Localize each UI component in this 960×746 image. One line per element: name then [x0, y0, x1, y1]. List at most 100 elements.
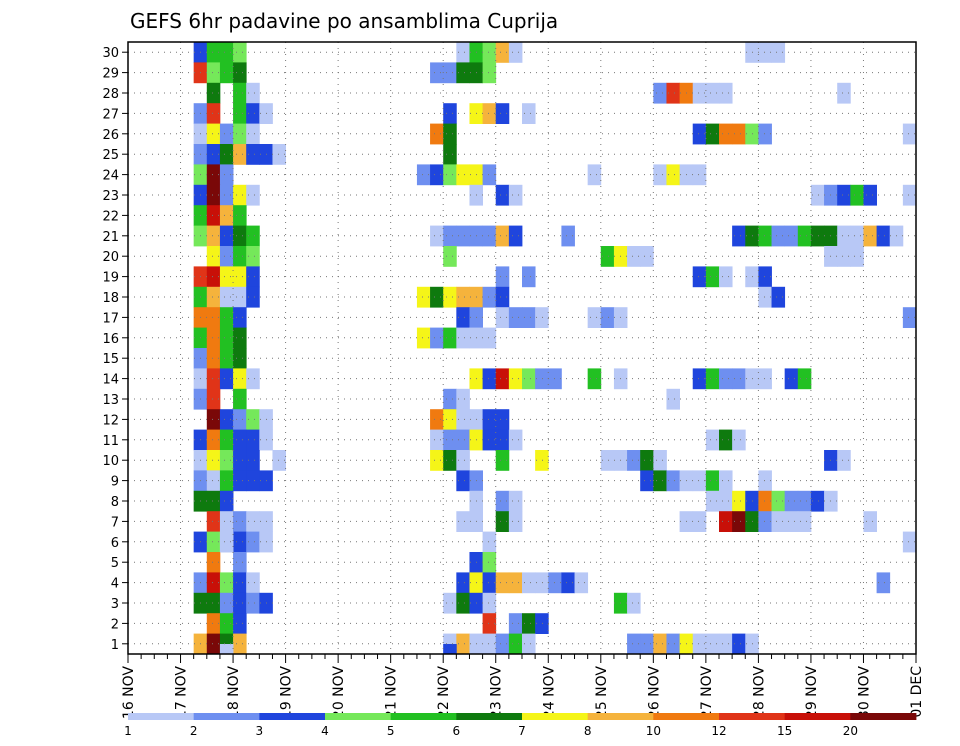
heatmap-cell [482, 552, 497, 573]
heatmap-cell [206, 633, 221, 655]
heatmap-cell [456, 470, 470, 492]
heatmap-cell [640, 470, 654, 492]
heatmap-cell [876, 225, 891, 247]
heatmap-cell [522, 368, 536, 390]
heatmap-cell [246, 123, 260, 145]
colorbar-label: 6 [453, 724, 461, 738]
heatmap-cell [219, 613, 234, 634]
heatmap-cell [456, 409, 470, 430]
y-tick-label: 19 [102, 271, 119, 286]
heatmap-cell [219, 644, 234, 655]
heatmap-cell [574, 572, 589, 594]
colorbar-swatch [719, 713, 786, 720]
heatmap-cell [627, 633, 641, 655]
heatmap-cell [233, 613, 247, 634]
heatmap-cell [219, 348, 234, 369]
heatmap-cell [522, 613, 536, 634]
heatmap-cell [246, 572, 260, 594]
heatmap-cell [219, 327, 234, 349]
heatmap-cell [482, 409, 497, 430]
heatmap-cell [233, 592, 247, 614]
y-tick-label: 10 [102, 454, 119, 469]
heatmap-cell [495, 572, 510, 594]
x-tick-label: 21 NOV [384, 666, 400, 720]
heatmap-cell [206, 470, 221, 492]
heatmap-cell [732, 225, 746, 247]
heatmap-cell [206, 409, 221, 430]
heatmap-cell [456, 633, 470, 655]
x-tick-label: 26 NOV [646, 666, 662, 720]
heatmap-cell [482, 103, 497, 124]
x-tick-label: 16 NOV [121, 666, 137, 720]
colorbar-swatch [784, 713, 851, 720]
heatmap-cell [219, 62, 234, 84]
heatmap-cell [508, 42, 523, 63]
heatmap-cell [206, 511, 221, 532]
y-tick-label: 29 [102, 67, 119, 82]
heatmap-cell [522, 633, 536, 655]
heatmap-cell [206, 327, 221, 349]
heatmap-cell [863, 511, 877, 532]
heatmap-cell [206, 246, 221, 267]
heatmap-cell [430, 409, 444, 430]
heatmap-cell [837, 450, 851, 471]
y-tick-label: 8 [111, 495, 119, 510]
heatmap-cell [219, 572, 234, 594]
heatmap-cell [837, 82, 851, 104]
heatmap-cell [482, 368, 497, 390]
heatmap-cell [206, 307, 221, 328]
heatmap-cell [732, 429, 746, 451]
heatmap-cell [443, 286, 457, 308]
heatmap-cell [758, 42, 772, 63]
heatmap-cell [705, 633, 720, 655]
heatmap-cell [482, 164, 497, 186]
y-tick-label: 20 [102, 250, 119, 265]
heatmap-cell [495, 511, 510, 532]
heatmap-cell [482, 592, 497, 614]
heatmap-cell [784, 368, 799, 390]
heatmap-cell [233, 552, 247, 573]
y-tick-label: 7 [111, 515, 119, 530]
colorbar-swatch [128, 713, 195, 720]
heatmap-cell [692, 511, 707, 532]
heatmap-cell [206, 144, 221, 165]
heatmap-cell [219, 205, 234, 226]
heatmap-cell [508, 613, 523, 634]
heatmap-cell [587, 368, 602, 390]
heatmap-cell [219, 266, 234, 288]
x-tick-label: 22 NOV [436, 666, 452, 720]
heatmap-cell [233, 184, 247, 206]
heatmap-cell [416, 327, 431, 349]
y-tick-label: 23 [102, 189, 119, 204]
heatmap-cell [219, 470, 234, 492]
heatmap-cell [456, 327, 470, 349]
heatmap-cell [495, 286, 510, 308]
heatmap-cell [692, 82, 707, 104]
heatmap-cell [443, 225, 457, 247]
heatmap-cell [705, 82, 720, 104]
heatmap-cell [771, 225, 786, 247]
heatmap-cell [233, 368, 247, 390]
heatmap-cell [771, 490, 786, 512]
heatmap-cell [876, 572, 891, 594]
heatmap-cell [272, 450, 286, 471]
heatmap-cell [548, 572, 562, 594]
heatmap-cell [416, 286, 431, 308]
heatmap-cell [837, 225, 851, 247]
heatmap-cell [666, 164, 680, 186]
y-tick-label: 17 [102, 311, 119, 326]
heatmap-cell [233, 470, 247, 492]
heatmap-cell [246, 103, 260, 124]
heatmap-cell [443, 409, 457, 430]
heatmap-cell [692, 633, 707, 655]
heatmap-cell [272, 144, 286, 165]
heatmap-cell [443, 144, 457, 165]
heatmap-cell [219, 531, 234, 553]
heatmap-cell [627, 592, 641, 614]
heatmap-cell [246, 286, 260, 308]
heatmap-cell [219, 409, 234, 430]
heatmap-cell [758, 368, 772, 390]
heatmap-cell [219, 368, 234, 390]
heatmap-cell [233, 144, 247, 165]
